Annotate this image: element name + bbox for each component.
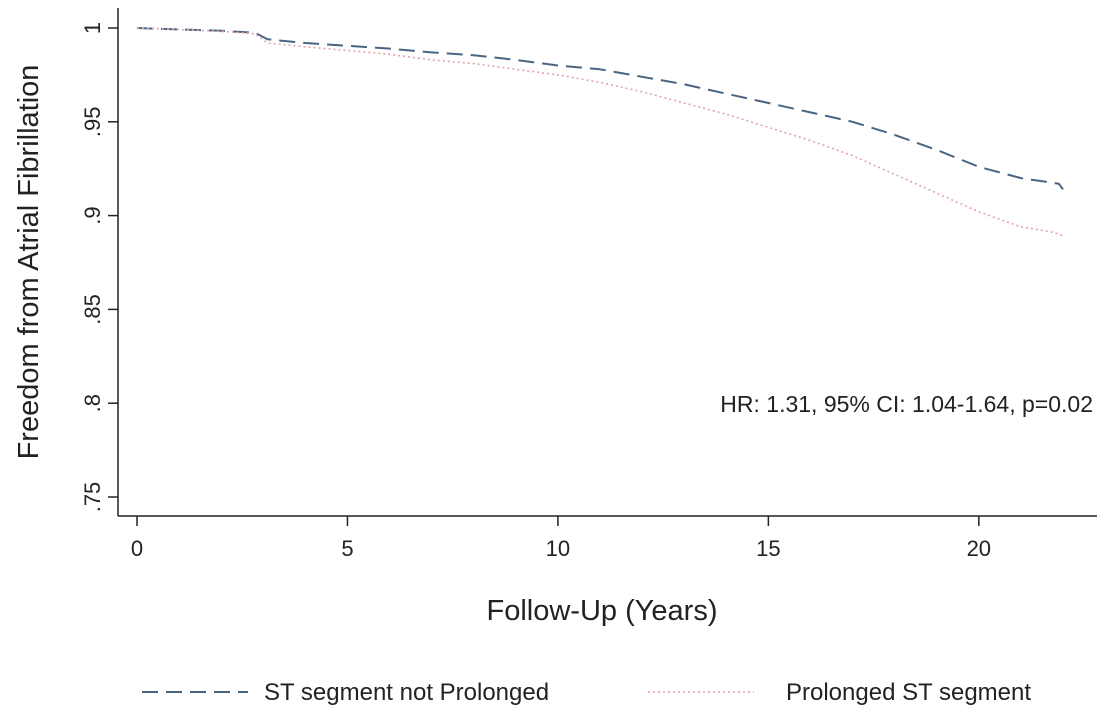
x-tick-label: 5 [341, 536, 353, 561]
y-axis-ticks: .75 .8 .85 .9 .95 1 [80, 22, 118, 512]
x-tick-label: 15 [756, 536, 780, 561]
y-tick-label: .75 [80, 482, 105, 513]
plot-frame [117, 8, 1097, 517]
y-axis-label: Freedom from Atrial Fibrillation [13, 65, 45, 460]
legend: ST segment not Prolonged Prolonged ST se… [142, 679, 1031, 706]
y-tick-label: .9 [80, 206, 105, 224]
x-axis-ticks: 0 5 10 15 20 [131, 516, 991, 561]
series-layer [136, 27, 1064, 237]
series-line-not-prolonged [136, 27, 1064, 190]
series-line-prolonged [136, 27, 1064, 237]
x-axis-label: Follow-Up (Years) [487, 595, 718, 627]
hazard-ratio-annotation: HR: 1.31, 95% CI: 1.04-1.64, p=0.02 [720, 391, 1093, 417]
x-tick-label: 20 [967, 536, 991, 561]
y-tick-label: .85 [80, 294, 105, 325]
x-tick-label: 0 [131, 536, 143, 561]
x-tick-label: 10 [546, 536, 570, 561]
legend-label-not-prolonged: ST segment not Prolonged [264, 679, 549, 706]
y-tick-label: .95 [80, 107, 105, 138]
legend-label-prolonged: Prolonged ST segment [786, 679, 1031, 706]
y-tick-label: 1 [80, 22, 105, 34]
y-tick-label: .8 [80, 394, 105, 412]
